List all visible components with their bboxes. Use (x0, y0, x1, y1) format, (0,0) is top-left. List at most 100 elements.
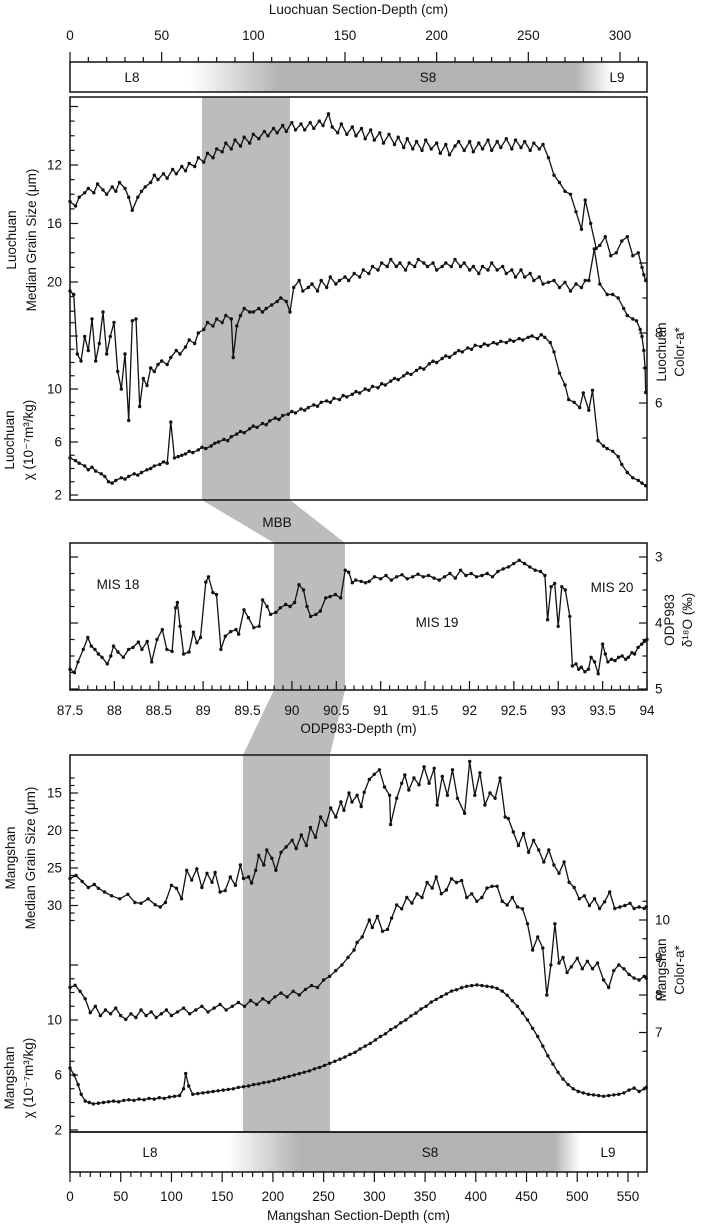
tick-label: 10 (655, 913, 670, 928)
bottom-axis-title: Mangshan Section-Depth (cm) (267, 1208, 450, 1223)
top-axis-title: Luochuan Section-Depth (cm) (269, 2, 448, 17)
tick-label: 6 (655, 396, 663, 411)
strat-label-s8: S8 (422, 1145, 439, 1160)
luochuan-grain-size-curve-line (69, 113, 647, 281)
odp983-d18o-curve-line (69, 559, 648, 675)
mbb-label: MBB (262, 515, 291, 530)
tick-label: 250 (312, 1189, 335, 1204)
axis-title-line: Median Grain Size (μm) (23, 787, 38, 930)
tick-label: 50 (113, 1189, 128, 1204)
strat-bar-luochuan: L8 S8 L9 (69, 61, 648, 93)
tick-label: 100 (160, 1189, 183, 1204)
mangshan-depth-axis: 0 50 100 150 200 250 300 350 400 450 500 550 Mangsha… (66, 1172, 639, 1223)
tick-label: 350 (414, 1189, 437, 1204)
tick-label: 3 (655, 550, 663, 565)
tick-label: 2 (54, 488, 62, 503)
tick-label: 200 (262, 1189, 285, 1204)
axis-title-line: Mangshan (3, 826, 18, 889)
strat-label-l8: L8 (142, 1145, 157, 1160)
tick-label: 25 (47, 861, 62, 876)
tick-label: 87.5 (57, 703, 83, 718)
luochuan-grain-size-curve (68, 112, 648, 283)
tick-label: 8 (655, 326, 663, 341)
mangshan-grain-size-curve-line (69, 760, 647, 910)
mangshan-chi-curve-line (69, 984, 647, 1105)
mangshan-color-a-curve-markers (68, 875, 648, 1022)
axis-title-line: δ¹⁸O (‰) (680, 593, 695, 647)
tick-label: 91 (373, 703, 388, 718)
strat-label-s8: S8 (420, 70, 437, 85)
tick-label: 15 (47, 786, 62, 801)
tick-label: 450 (515, 1189, 538, 1204)
band-link-upper (202, 500, 345, 543)
tick-label: 250 (517, 28, 540, 43)
axis-title-line: Luochuan (654, 322, 669, 381)
tick-label: 88 (107, 703, 122, 718)
tick-label: 20 (47, 275, 62, 290)
panel-frame-1 (69, 96, 648, 501)
tick-label: 89.5 (234, 703, 260, 718)
tick-label: 400 (465, 1189, 488, 1204)
tick-label: 300 (363, 1189, 386, 1204)
mangshan-y-axes: 15 20 25 30 10 6 2 10 9 8 7 Mangshan Median Grain Si… (2, 777, 687, 1138)
luochuan-chi-curve-markers (68, 333, 648, 488)
tick-label: 10 (47, 382, 62, 397)
axis-title-line: Color-a* (672, 945, 687, 995)
tick-label: 150 (211, 1189, 234, 1204)
tick-label: 90 (284, 703, 299, 718)
panel-frame-3 (69, 754, 648, 1133)
tick-label: 6 (54, 1068, 62, 1083)
strat-label-l8: L8 (124, 70, 139, 85)
luochuan-color-a-curve-markers (68, 247, 648, 423)
band-top-panel (202, 97, 290, 500)
tick-label: 0 (66, 1189, 74, 1204)
tick-label: 550 (617, 1189, 640, 1204)
strat-label-l9: L9 (609, 70, 624, 85)
mangshan-grain-size-curve-markers (68, 759, 648, 911)
tick-label: 89 (196, 703, 211, 718)
tick-label: 100 (242, 28, 265, 43)
mis20-label: MIS 20 (591, 580, 634, 595)
axis-title-line: Color-a* (672, 327, 687, 377)
mangshan-color-a-curve-line (69, 876, 647, 1021)
tick-label: 90.5 (323, 703, 349, 718)
tick-label: 0 (66, 28, 74, 43)
mangshan-chi-curve-markers (68, 983, 648, 1106)
tick-label: 92 (462, 703, 477, 718)
axis-title-line: Luochuan (4, 210, 19, 269)
tick-label: 300 (609, 28, 632, 43)
tick-label: 91.5 (412, 703, 438, 718)
axis-title-line: Mangshan (654, 938, 669, 1001)
mis18-label: MIS 18 (97, 577, 140, 592)
tick-label: 7 (655, 1025, 663, 1040)
axis-title-line: ODP983 (662, 594, 677, 646)
luochuan-color-a-curve-line (69, 248, 647, 422)
mangshan-grain-size-curve (68, 759, 648, 911)
tick-label: 6 (54, 435, 62, 450)
band-link-lower (243, 690, 345, 755)
tick-label: 200 (425, 28, 448, 43)
tick-label: 93.5 (589, 703, 615, 718)
tick-label: 8 (655, 988, 663, 1003)
axis-title-line: χ (10⁻⁷m³/kg) (21, 400, 36, 481)
odp983-d18o-curve-markers (68, 558, 649, 676)
luochuan-y-axes: 12 16 20 10 6 2 8 6 Luochuan Median Grain Size (μ… (2, 105, 687, 503)
tick-label: 30 (47, 898, 62, 913)
mbb-correlation-band (202, 97, 345, 1132)
tick-label: 10 (47, 1013, 62, 1028)
tick-label: 93 (551, 703, 566, 718)
tick-label: 16 (47, 216, 62, 231)
tick-label: 94 (639, 703, 655, 718)
luochuan-grain-size-curve-markers (68, 112, 648, 283)
tick-label: 150 (334, 28, 357, 43)
tick-label: 500 (566, 1189, 589, 1204)
tick-label: 4 (655, 616, 663, 631)
tick-label: 50 (154, 28, 169, 43)
odp983-axes: 87.5 88 88.5 89 89.5 90 90.5 91 91.5 92 92.5 93 93.5… (57, 550, 695, 737)
tick-label: 92.5 (501, 703, 527, 718)
panel-frame-2 (69, 542, 648, 691)
mis19-label: MIS 19 (416, 615, 459, 630)
band-bottom-panel (243, 755, 330, 1132)
